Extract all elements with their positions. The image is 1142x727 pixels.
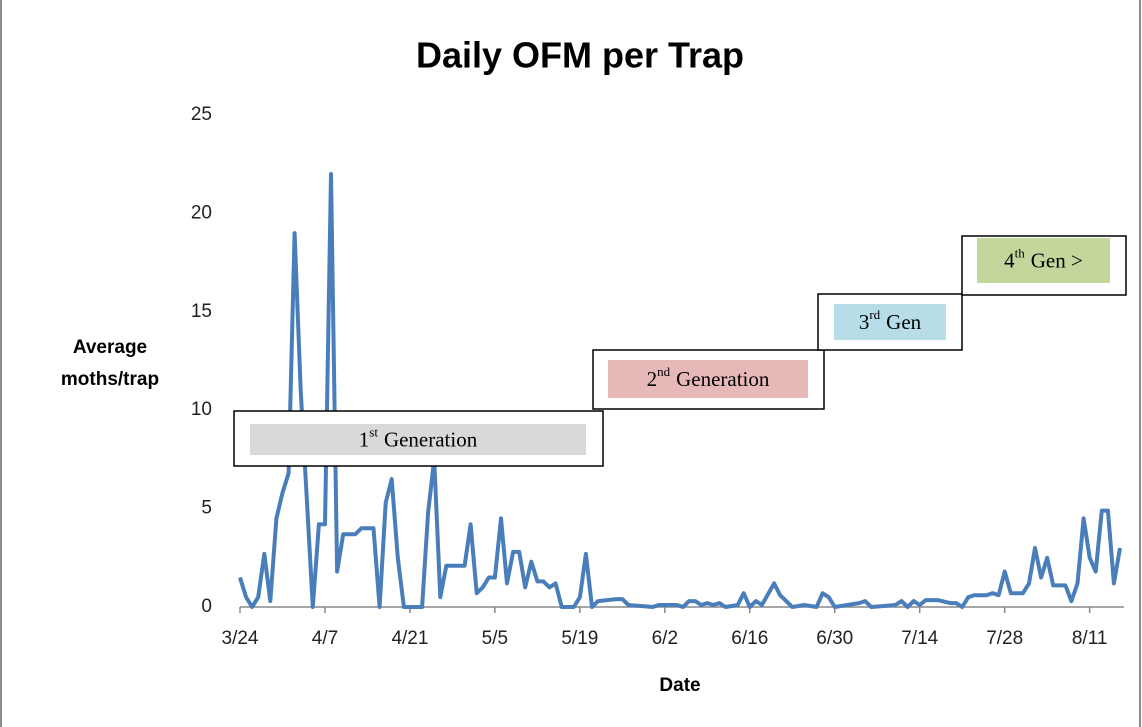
box-fill	[834, 304, 946, 340]
data-line	[238, 172, 1122, 609]
x-tick-label: 6/2	[652, 628, 678, 649]
x-tick-label: 4/7	[312, 628, 338, 649]
ordinal: 2	[647, 367, 658, 391]
chart-title: Daily OFM per Trap	[416, 35, 744, 76]
x-tick-label: 6/16	[731, 628, 768, 649]
x-tick-label: 5/5	[482, 628, 508, 649]
x-tick-label: 7/14	[901, 628, 938, 649]
ordinal-suffix: rd	[869, 307, 880, 322]
generation-box: 4th Gen >	[961, 235, 1127, 296]
generation-box: 2nd Generation	[592, 349, 825, 410]
box-label: 4th Gen >	[1004, 245, 1083, 272]
x-tick-label: 6/30	[816, 628, 853, 649]
y-tick-label: 10	[191, 399, 212, 420]
box-fill	[250, 424, 586, 455]
x-tick-label: 5/19	[561, 628, 598, 649]
ordinal-suffix: th	[1015, 245, 1026, 260]
x-tick-label: 8/11	[1072, 628, 1108, 649]
y-tick-label: 5	[201, 498, 212, 519]
box-text: Gen	[886, 310, 921, 334]
y-tick-label: 20	[191, 202, 212, 223]
x-axis-label: Date	[659, 675, 700, 696]
x-tick-label: 3/24	[222, 628, 259, 649]
box-label: 2nd Generation	[647, 364, 770, 391]
y-tick-label: 15	[191, 301, 212, 322]
ordinal-suffix: st	[369, 424, 378, 439]
ordinal: 4	[1004, 248, 1015, 272]
generation-box: 1st Generation	[233, 410, 604, 467]
ordinal-suffix: nd	[657, 364, 671, 379]
ordinal: 1	[359, 427, 370, 451]
x-tick-label: 4/21	[391, 628, 428, 649]
y-axis-label: moths/trap	[61, 369, 159, 390]
y-tick-label: 25	[191, 104, 212, 125]
box-text: Gen >	[1031, 248, 1083, 272]
ordinal: 3	[859, 310, 870, 334]
generation-box: 3rd Gen	[817, 293, 963, 351]
box-label: 3rd Gen	[859, 307, 922, 334]
box-text: Generation	[384, 427, 478, 451]
y-tick-label: 0	[201, 596, 212, 617]
box-text: Generation	[676, 367, 770, 391]
box-fill	[608, 360, 808, 398]
box-label: 1st Generation	[359, 424, 478, 451]
x-tick-label: 7/28	[986, 628, 1023, 649]
box-fill	[977, 238, 1110, 283]
y-axis-label: Average	[73, 337, 147, 358]
